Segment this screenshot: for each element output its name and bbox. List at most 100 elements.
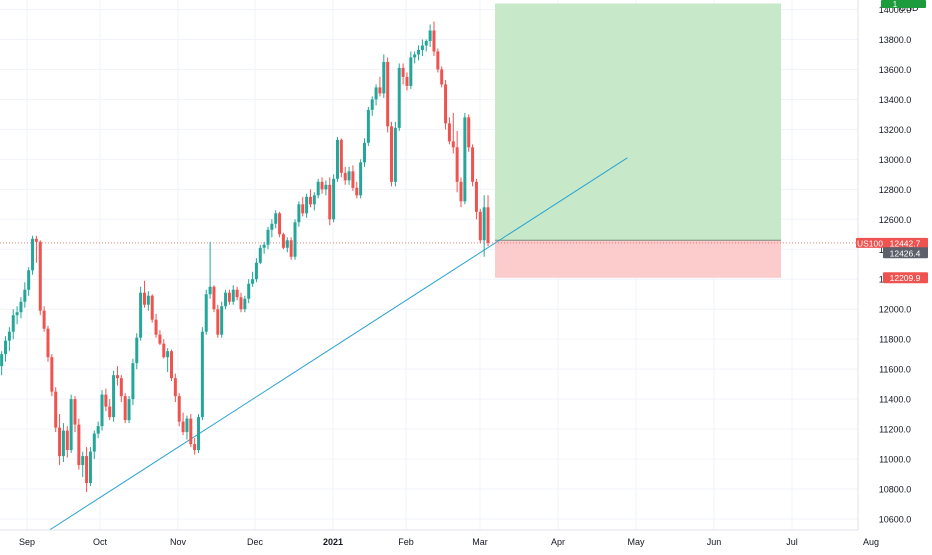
- candle-body: [108, 406, 112, 418]
- candle-down: [115, 366, 119, 386]
- candle-body: [262, 244, 266, 248]
- candle-up: [81, 451, 85, 478]
- candle-body: [104, 394, 108, 407]
- target-price-label: 1: [893, 0, 898, 9]
- candle-down: [339, 138, 343, 178]
- candle-body: [285, 240, 289, 248]
- candle-down: [467, 114, 471, 152]
- candle-body: [177, 396, 181, 422]
- candle-down: [444, 79, 448, 130]
- x-tick-label: Jun: [707, 537, 722, 547]
- symbol-badge: [856, 237, 884, 248]
- candle-up: [185, 415, 189, 440]
- candle-up: [27, 267, 31, 296]
- candle-body: [301, 204, 305, 214]
- candle-up: [127, 396, 131, 424]
- candle-body: [61, 430, 65, 457]
- y-tick-label: 13800.0: [879, 35, 912, 45]
- candle-down: [390, 121, 394, 187]
- x-tick-label: Mar: [472, 537, 488, 547]
- x-tick-label: Oct: [93, 537, 108, 547]
- candle-body: [231, 289, 235, 302]
- candle-body: [73, 399, 77, 425]
- candle-body: [173, 378, 177, 397]
- candle-down: [158, 330, 162, 346]
- candle-body: [11, 315, 15, 332]
- candle-body: [220, 306, 224, 335]
- candle-body: [332, 178, 336, 220]
- candle-down: [154, 313, 158, 338]
- candle-body: [69, 399, 73, 451]
- candle-up: [428, 24, 432, 47]
- candle-body: [58, 427, 62, 457]
- candle-down: [170, 349, 173, 382]
- candle-body: [424, 40, 428, 46]
- candle-down: [459, 177, 463, 208]
- trendline-layer: [0, 157, 858, 535]
- candle-up: [208, 241, 212, 299]
- candle-up: [413, 51, 417, 64]
- y-tick-label: 14000.0: [879, 5, 912, 15]
- candle-down: [451, 112, 455, 154]
- x-tick-label: 2021: [323, 537, 343, 547]
- candle-body: [100, 394, 104, 427]
- candle-up: [420, 39, 424, 56]
- candle-up: [220, 301, 224, 338]
- y-tick-label: 11800.0: [879, 335, 911, 345]
- candle-down: [212, 285, 216, 313]
- candle-up: [424, 39, 428, 52]
- x-tick-label: Jul: [786, 537, 798, 547]
- candle-up: [197, 414, 201, 454]
- candle-down: [289, 237, 293, 260]
- candle-body: [274, 213, 278, 224]
- candle-down: [77, 418, 81, 470]
- candle-body: [127, 399, 131, 421]
- candle-up: [19, 297, 23, 319]
- candle-up: [297, 201, 301, 227]
- candle-body: [235, 289, 239, 298]
- candle-body: [31, 238, 35, 271]
- candle-body: [366, 109, 370, 143]
- candle-body: [281, 234, 285, 248]
- candle-body: [239, 297, 243, 310]
- candle-up: [482, 195, 486, 257]
- candle-up: [166, 348, 170, 373]
- y-tick-label: 13400.0: [879, 95, 912, 105]
- candle-up: [23, 282, 27, 308]
- candle-body: [436, 51, 440, 70]
- candle-body: [23, 289, 27, 302]
- x-tick-label: Dec: [247, 537, 264, 547]
- candle-up: [274, 210, 278, 229]
- candle-up: [316, 178, 320, 199]
- candle-body: [216, 309, 220, 335]
- candle-body: [258, 247, 262, 263]
- candle-body: [316, 181, 320, 196]
- candle-up: [324, 180, 328, 196]
- candle-up: [382, 54, 386, 98]
- candle-down: [162, 339, 166, 359]
- candle-body: [27, 270, 31, 290]
- candle-down: [486, 195, 490, 247]
- candle-body: [482, 207, 486, 241]
- candle-body: [382, 61, 386, 94]
- candle-body: [417, 49, 421, 55]
- candle-down: [42, 306, 46, 332]
- candle-up: [293, 219, 297, 260]
- candle-body: [0, 354, 4, 367]
- candle-down: [471, 144, 475, 187]
- candle-body: [162, 343, 166, 358]
- candle-body: [324, 184, 328, 190]
- candle-body: [428, 30, 432, 41]
- candle-body: [7, 331, 11, 341]
- candle-body: [401, 67, 405, 77]
- candle-up: [254, 258, 258, 283]
- candle-body: [200, 331, 204, 418]
- candle-up: [335, 136, 339, 182]
- candle-up: [31, 235, 35, 275]
- candle-body: [251, 279, 255, 284]
- candle-body: [34, 238, 38, 242]
- candle-down: [65, 426, 69, 458]
